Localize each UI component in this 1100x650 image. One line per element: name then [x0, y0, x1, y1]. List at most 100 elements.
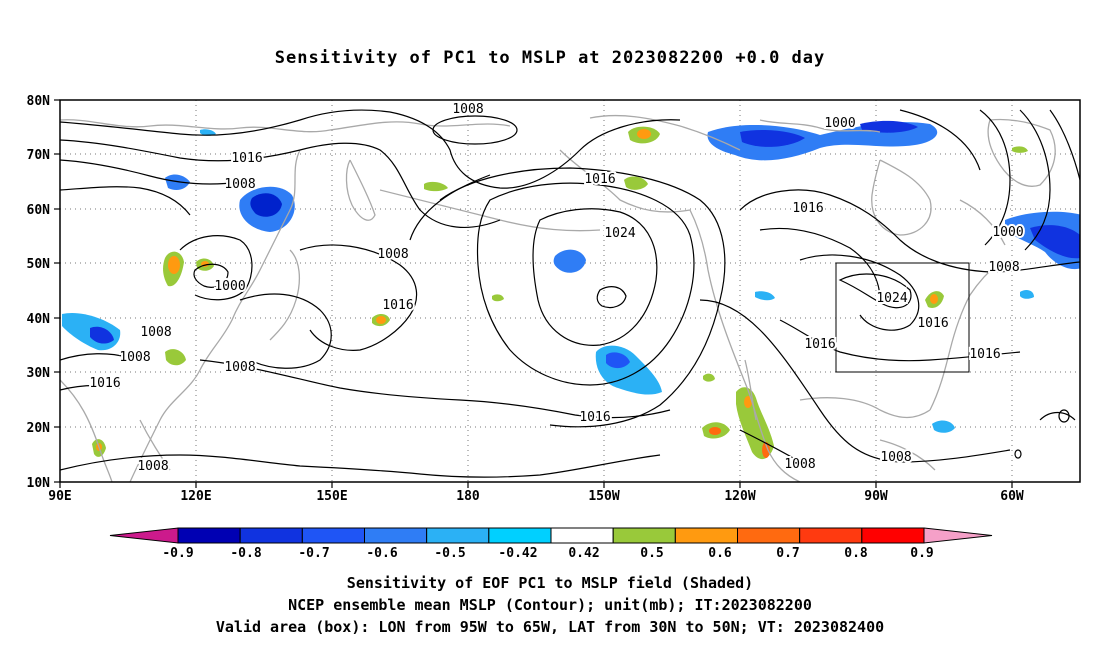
colorbar-label: -0.42: [498, 546, 537, 561]
pos-patch-newengland-core: [930, 294, 938, 304]
pos-patch-mongolia-core: [168, 256, 180, 274]
colorbar-label: 0.5: [640, 546, 663, 561]
contour-label: 1008: [452, 102, 483, 117]
pos-patch-baja-core2: [744, 396, 752, 408]
lat-label: 30N: [27, 366, 51, 381]
colorbar-segment: [737, 527, 801, 544]
pos-patch-bay: [165, 349, 186, 366]
caption-block: Sensitivity of EOF PC1 to MSLP field (Sh…: [0, 572, 1100, 638]
neg-patch-gulf: [932, 420, 955, 433]
colorbar-segment: [109, 527, 179, 544]
lat-label: 10N: [27, 476, 51, 491]
neg-patch-hawaii-n: [553, 249, 586, 273]
caption-line-2: NCEP ensemble mean MSLP (Contour); unit(…: [288, 596, 812, 614]
colorbar-segments: [109, 527, 993, 544]
colorbar-segment: [923, 527, 993, 544]
mslp-contours: [60, 109, 1080, 478]
lat-label: 50N: [27, 257, 51, 272]
contour-label: 1024: [876, 291, 907, 306]
lon-label: 120E: [180, 489, 211, 504]
colorbar-segment: [177, 527, 241, 544]
pos-patch-siberia2: [424, 181, 448, 192]
lat-label: 80N: [27, 94, 51, 109]
positive-sensitivity-shading: [92, 126, 1034, 460]
lon-label: 150W: [588, 489, 619, 504]
pos-patch-bering: [624, 176, 648, 190]
valid-area-box: [835, 262, 970, 373]
lon-label: 90W: [864, 489, 888, 504]
coastlines: [60, 114, 1056, 482]
contour-label: 1016: [231, 151, 262, 166]
contour-label: 1008: [377, 247, 408, 262]
lat-label: 40N: [27, 312, 51, 327]
map-frame: [59, 99, 1081, 483]
colorbar-segment: [861, 527, 925, 544]
neg-patch-pacific-sub-core: [606, 352, 630, 369]
pos-patch-mexico-core: [709, 427, 721, 435]
neg-patch-arctic1: [200, 129, 216, 136]
contour-label: 1016: [804, 337, 835, 352]
colorbar-label: 0.42: [568, 546, 599, 561]
axis-ticks: [54, 99, 1013, 488]
pos-patch-ca: [492, 294, 504, 302]
neg-patch-japan-sea-core: [250, 193, 282, 217]
colorbar-label: 0.7: [776, 546, 799, 561]
lat-label: 60N: [27, 203, 51, 218]
pos-patch-baja-core: [762, 442, 770, 458]
contour-label: 1016: [584, 172, 615, 187]
contour-label: 1016: [792, 201, 823, 216]
colorbar-label: -0.6: [366, 546, 397, 561]
lat-label: 70N: [27, 148, 51, 163]
contour-label: 1008: [880, 450, 911, 465]
latitude-labels: 80N 70N 60N 50N 40N 30N 20N 10N: [27, 94, 51, 491]
contour-label: 1000: [214, 279, 245, 294]
contour-labels: 1008 1016 1008 1000 1008 1008 1008 1016 …: [87, 100, 1025, 476]
pos-patch-arctic-core: [637, 129, 651, 139]
colorbar-segment: [364, 527, 428, 544]
contour-label: 1008: [119, 350, 150, 365]
neg-patch-atlantic-core: [1030, 225, 1080, 259]
colorbar-label: -0.7: [298, 546, 329, 561]
map-background: [60, 100, 1080, 482]
lon-label: 90E: [48, 489, 71, 504]
colorbar-segment: [488, 527, 552, 544]
colorbar-segment: [239, 527, 303, 544]
contour-label: 1016: [917, 316, 948, 331]
contour-label: 1000: [824, 116, 855, 131]
pos-patch-gulf2: [1012, 146, 1028, 153]
colorbar: -0.9 -0.8 -0.7 -0.6 -0.5 -0.42 0.42 0.5 …: [109, 527, 993, 561]
longitude-labels: 90E 120E 150E 180 150W 120W 90W 60W: [48, 489, 1024, 504]
contour-label: 1008: [140, 325, 171, 340]
colorbar-label: 0.8: [844, 546, 868, 561]
pos-patch-hudson: [1020, 289, 1034, 299]
contour-label: 1008: [224, 177, 255, 192]
colorbar-tick-labels: -0.9 -0.8 -0.7 -0.6 -0.5 -0.42 0.42 0.5 …: [162, 546, 933, 561]
colorbar-label: 0.9: [910, 546, 933, 561]
colorbar-segment: [426, 527, 490, 544]
contour-label: 1008: [784, 457, 815, 472]
neg-patch-canada-core: [740, 130, 805, 147]
neg-patch-china-core: [90, 326, 114, 344]
colorbar-label: 0.6: [708, 546, 732, 561]
colorbar-label: -0.5: [434, 546, 465, 561]
pos-patch-west-pacific-core: [376, 316, 386, 324]
colorbar-segment: [799, 527, 863, 544]
figure-title: Sensitivity of PC1 to MSLP at 2023082200…: [274, 48, 826, 68]
colorbar-label: -0.8: [230, 546, 261, 561]
neg-patch-ne: [755, 291, 775, 301]
contour-label: 1008: [224, 360, 255, 375]
caption-line-3: Valid area (box): LON from 95W to 65W, L…: [215, 618, 885, 636]
lon-label: 150E: [316, 489, 347, 504]
colorbar-segment: [301, 527, 366, 544]
colorbar-segment: [612, 527, 676, 544]
contour-label: 1016: [579, 410, 610, 425]
contour-label: 1016: [89, 376, 120, 391]
neg-patch-canada-core2: [860, 120, 918, 133]
lon-label: 120W: [724, 489, 755, 504]
contour-label: 1024: [604, 226, 635, 241]
contour-label: 1000: [992, 225, 1023, 240]
contour-label: 1016: [969, 347, 1000, 362]
caption-line-1: Sensitivity of EOF PC1 to MSLP field (Sh…: [346, 574, 754, 592]
contour-label: 1008: [137, 459, 168, 474]
